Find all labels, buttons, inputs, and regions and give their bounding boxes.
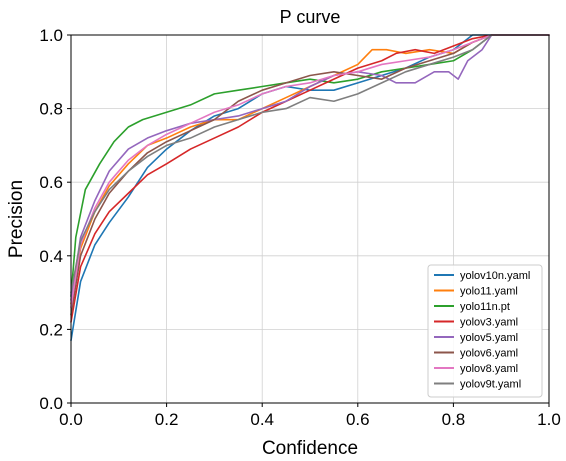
series-layer [70,34,550,342]
y-tick-label: 0.2 [39,320,63,339]
series-line-yolo11-yaml [70,34,550,305]
series-line-yolov8-yaml [70,34,550,309]
series-line-yolov6-yaml [70,34,550,316]
series-line-yolo11n-pt [70,34,550,298]
y-tick-label: 1.0 [39,26,63,45]
legend-label: yolov8.yaml [460,363,518,375]
y-tick-label: 0.8 [39,100,63,119]
legend-label: yolov10n.yaml [460,270,530,282]
x-tick-label: 0.4 [250,410,274,429]
legend-label: yolov6.yaml [460,348,518,360]
y-tick-label: 0.4 [39,247,63,266]
y-tick-label: 0.0 [39,394,63,413]
x-tick-label: 0.0 [59,410,83,429]
legend-label: yolov9t.yaml [460,379,521,391]
chart-title: P curve [280,7,341,27]
x-tick-label: 1.0 [537,410,561,429]
y-axis-title: Precision [6,180,27,258]
legend: yolov10n.yaml yolo11.yaml yolo11n.pt yolov3… [427,264,543,398]
x-axis-title: Confidence [262,438,358,459]
legend-box [427,264,543,398]
legend-label: yolo11.yaml [460,286,518,298]
series-line-yolov5-yaml [70,34,550,301]
plot-frame [70,34,550,404]
y-tick-label: 0.6 [39,173,63,192]
x-tick-label: 0.8 [442,410,466,429]
legend-label: yolov5.yaml [460,332,518,344]
tick-layer: 0.0 0.2 0.4 0.6 0.8 1.0 0.0 0.2 0.4 0.6 0.8 1.0 [39,26,560,429]
x-tick-label: 0.2 [155,410,179,429]
series-line-yolov9t-yaml [70,34,550,294]
legend-items: yolov10n.yaml yolo11.yaml yolo11n.pt yolov3… [434,270,530,391]
legend-label: yolov3.yaml [460,317,518,329]
x-tick-label: 0.6 [346,410,370,429]
legend-label: yolo11n.pt [460,301,510,313]
